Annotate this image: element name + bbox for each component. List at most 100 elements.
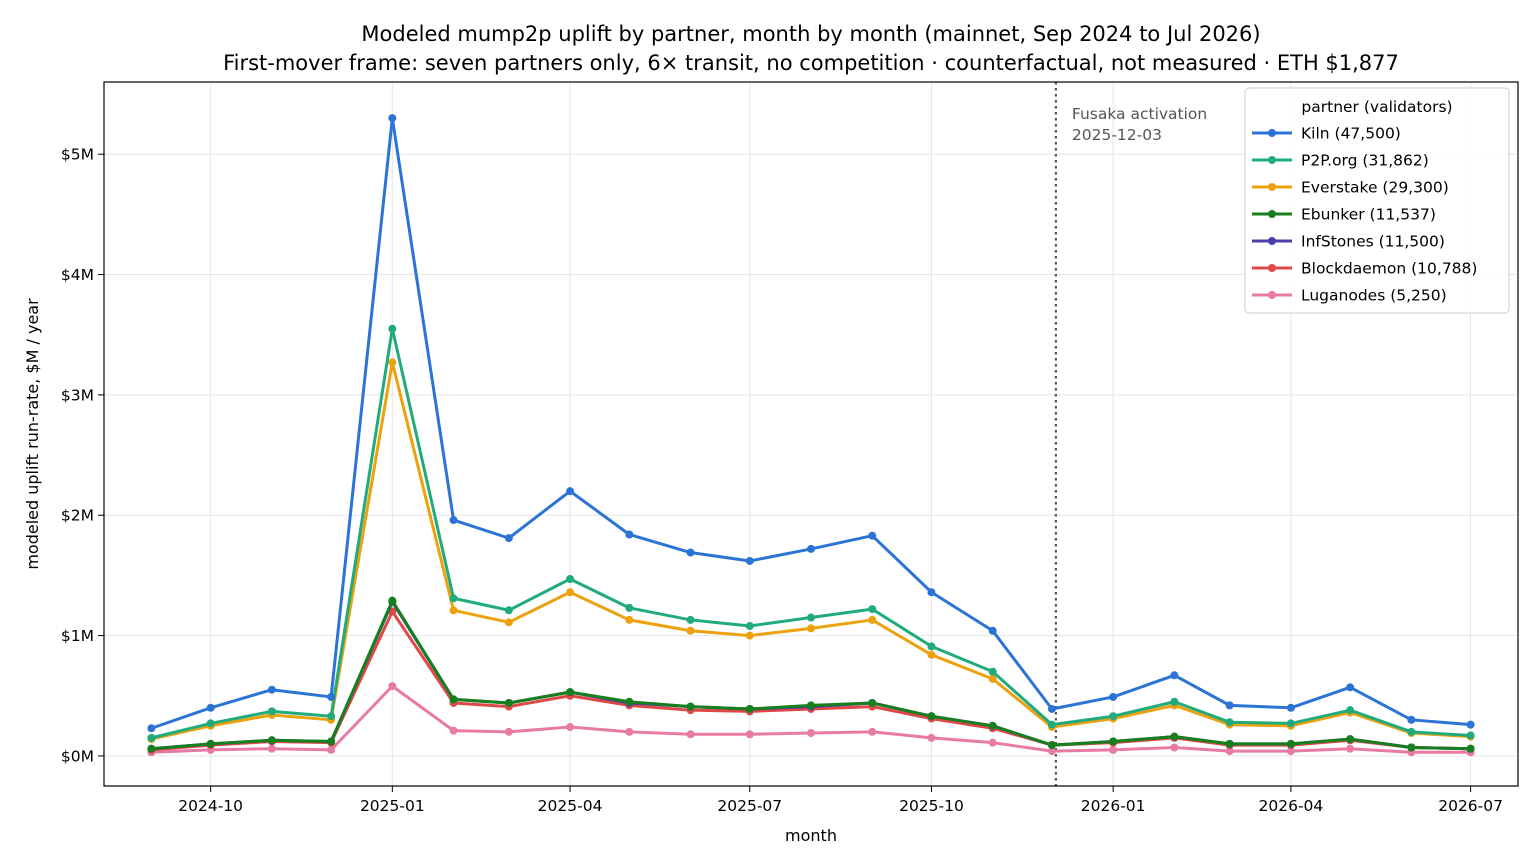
series-6 [147, 682, 1475, 757]
data-point [1047, 720, 1056, 729]
data-point [566, 575, 575, 584]
data-point [1170, 743, 1179, 752]
y-axis-ticks: $0M $1M $2M $3M $4M $5M [61, 146, 104, 765]
data-point [745, 704, 754, 713]
data-point [206, 703, 215, 712]
data-point [868, 727, 877, 736]
legend-entry: Luganodes (5,250) [1301, 287, 1447, 305]
data-point [388, 324, 397, 333]
y-tick-label: $3M [61, 386, 94, 404]
data-point [449, 726, 458, 735]
data-point [1109, 692, 1118, 701]
legend-entry: Kiln (47,500) [1301, 125, 1401, 143]
data-point [1286, 747, 1295, 756]
series-0 [147, 114, 1475, 733]
data-point [868, 605, 877, 614]
data-point [807, 729, 815, 738]
data-point [147, 724, 156, 733]
data-point [1047, 704, 1056, 713]
data-point [868, 698, 877, 707]
data-point [1225, 739, 1234, 748]
data-point [1286, 739, 1295, 748]
data-point [504, 698, 513, 707]
data-point [267, 736, 276, 745]
data-point [988, 667, 997, 676]
legend: partner (validators) Kiln (47,500) P2P.org… [1244, 87, 1510, 314]
data-point [504, 534, 513, 543]
data-point [625, 603, 634, 612]
data-point [868, 615, 877, 624]
legend-entry: P2P.org (31,862) [1301, 152, 1429, 170]
data-point [388, 682, 397, 691]
data-point [927, 588, 936, 597]
data-point [1170, 671, 1179, 680]
legend-swatch-marker [1268, 291, 1276, 299]
data-point [388, 358, 397, 367]
data-point [206, 719, 215, 728]
data-point [988, 674, 997, 683]
data-point [267, 744, 276, 753]
data-point [625, 727, 634, 736]
y-tick-label: $5M [61, 146, 94, 164]
data-point [1047, 741, 1056, 750]
legend-swatch-marker [1268, 237, 1276, 245]
data-point [1466, 720, 1475, 729]
data-point [686, 615, 695, 624]
legend-entry: Ebunker (11,537) [1301, 206, 1436, 224]
legend-swatch-marker [1268, 264, 1276, 272]
x-tick-label: 2026-01 [1081, 797, 1146, 815]
chart-subtitle: First-mover frame: seven partners only, … [223, 51, 1399, 75]
x-tick-label: 2026-07 [1438, 797, 1503, 815]
data-point [1170, 697, 1179, 706]
data-point [449, 594, 458, 603]
data-point [566, 588, 575, 597]
data-point [327, 712, 336, 721]
y-axis-label: modeled uplift run-rate, $M / year [23, 298, 42, 570]
data-point [1346, 706, 1355, 715]
data-point [147, 733, 156, 742]
legend-entry: Everstake (29,300) [1301, 179, 1449, 197]
data-point [927, 733, 936, 742]
plot-frame [103, 81, 1519, 787]
y-tick-label: $1M [61, 627, 94, 645]
data-point [1047, 747, 1056, 756]
data-point [988, 721, 997, 730]
data-point [625, 615, 634, 624]
legend-swatch-marker [1268, 129, 1276, 137]
data-point [1286, 719, 1295, 728]
chart-title: Modeled mump2p uplift by partner, month … [361, 22, 1260, 46]
data-point [686, 730, 695, 739]
data-point [1286, 703, 1295, 712]
x-tick-label: 2025-04 [538, 797, 603, 815]
y-tick-label: $2M [61, 507, 94, 525]
data-point [807, 701, 815, 710]
annotation-date: 2025-12-03 [1072, 126, 1162, 144]
data-point [206, 739, 215, 748]
data-point [927, 712, 936, 721]
data-point [267, 707, 276, 716]
data-point [1466, 731, 1475, 740]
legend-box [1244, 87, 1510, 314]
y-tick-label: $0M [61, 747, 94, 765]
x-tick-label: 2025-01 [360, 797, 425, 815]
series-1 [147, 324, 1475, 742]
data-point [1407, 715, 1416, 724]
data-point [504, 606, 513, 615]
data-point [1225, 701, 1234, 710]
data-point [566, 688, 575, 697]
data-point [1225, 718, 1234, 727]
x-tick-label: 2025-07 [717, 797, 782, 815]
x-tick-label: 2024-10 [178, 797, 243, 815]
data-point [745, 621, 754, 630]
data-point [807, 624, 815, 633]
data-point [807, 544, 815, 553]
legend-swatch-marker [1268, 156, 1276, 164]
annotation-label: Fusaka activation [1072, 105, 1207, 123]
data-point [1109, 737, 1118, 746]
data-point [566, 723, 575, 732]
data-point [686, 702, 695, 711]
data-point [686, 626, 695, 635]
data-point [927, 642, 936, 651]
data-point [807, 613, 815, 622]
